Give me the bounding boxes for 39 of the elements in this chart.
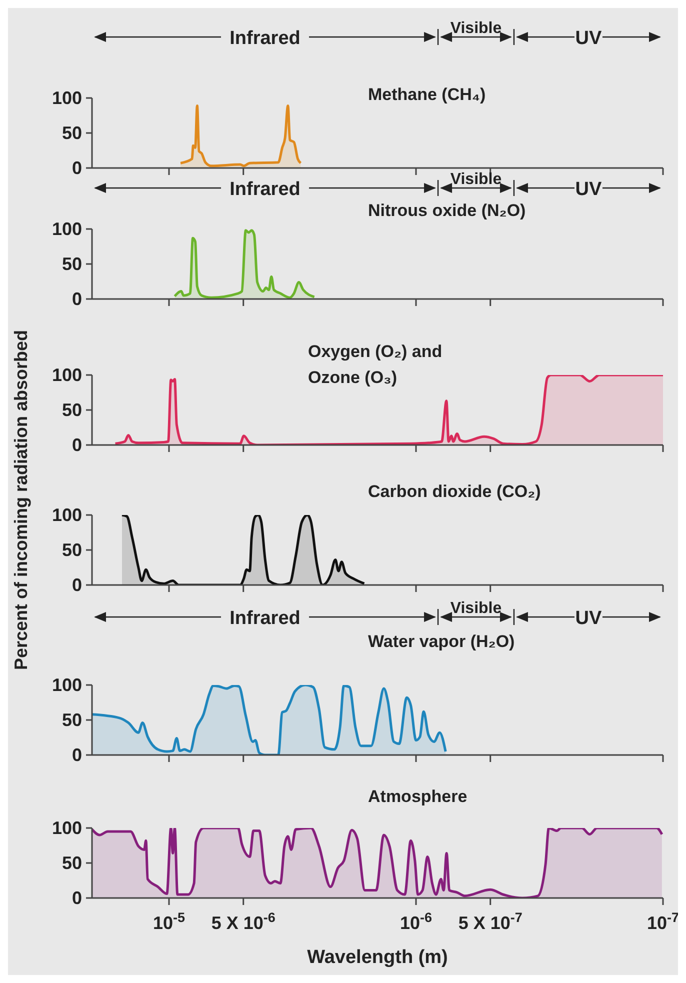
y-tick-label: 0 bbox=[72, 745, 82, 765]
x-tick-label: 10$^{-5}$ bbox=[152, 910, 186, 933]
y-tick-label: 0 bbox=[72, 289, 82, 309]
text: Visible bbox=[450, 600, 502, 617]
chart-title: Methane (CH₄) bbox=[368, 84, 487, 106]
y-tick-label: 0 bbox=[72, 158, 82, 178]
chart-title: Nitrous oxide (N₂O) bbox=[368, 201, 526, 220]
chart-title: Carbon dioxide (CO₂) bbox=[368, 481, 542, 503]
y-tick-label: 50 bbox=[62, 400, 82, 420]
chart-title: Water vapor (H₂O) bbox=[368, 631, 516, 653]
y-tick-label: 100 bbox=[52, 88, 82, 108]
text: UV bbox=[575, 28, 602, 49]
y-tick-label: 50 bbox=[62, 710, 82, 730]
text: UV bbox=[575, 179, 602, 200]
text: Infrared bbox=[230, 28, 300, 49]
y-tick-label: 100 bbox=[52, 219, 82, 239]
text: Visible bbox=[450, 171, 502, 188]
y-tick-label: 100 bbox=[52, 818, 82, 838]
y-tick-label: 50 bbox=[62, 853, 82, 873]
y-tick-label: 100 bbox=[52, 505, 82, 525]
chart-title: Oxygen (O₂) and Ozone (O₃) bbox=[308, 341, 444, 389]
chart-title: Atmosphere bbox=[368, 786, 468, 808]
y-tick-label: 50 bbox=[62, 254, 82, 274]
y-tick-label: 0 bbox=[72, 435, 82, 455]
x-axis-title: Wavelength (m) bbox=[307, 947, 448, 968]
y-tick-label: 100 bbox=[52, 365, 82, 385]
y-tick-label: 50 bbox=[62, 123, 82, 143]
y-tick-label: 0 bbox=[72, 575, 82, 595]
y-tick-label: 100 bbox=[52, 675, 82, 695]
text: Visible bbox=[450, 20, 502, 37]
y-tick-label: 50 bbox=[62, 540, 82, 560]
text: Infrared bbox=[230, 179, 300, 200]
y-tick-label: 0 bbox=[72, 888, 82, 908]
x-tick-label: 10$^{-6}$ bbox=[400, 910, 433, 933]
text: UV bbox=[575, 608, 602, 629]
y-axis-title: Percent of incoming radiation absorbed bbox=[11, 330, 31, 670]
x-tick-label: 5 X 10$^{-7}$ bbox=[458, 910, 522, 933]
text: Infrared bbox=[230, 608, 300, 629]
x-tick-label: 5 X 10$^{-6}$ bbox=[211, 910, 276, 933]
